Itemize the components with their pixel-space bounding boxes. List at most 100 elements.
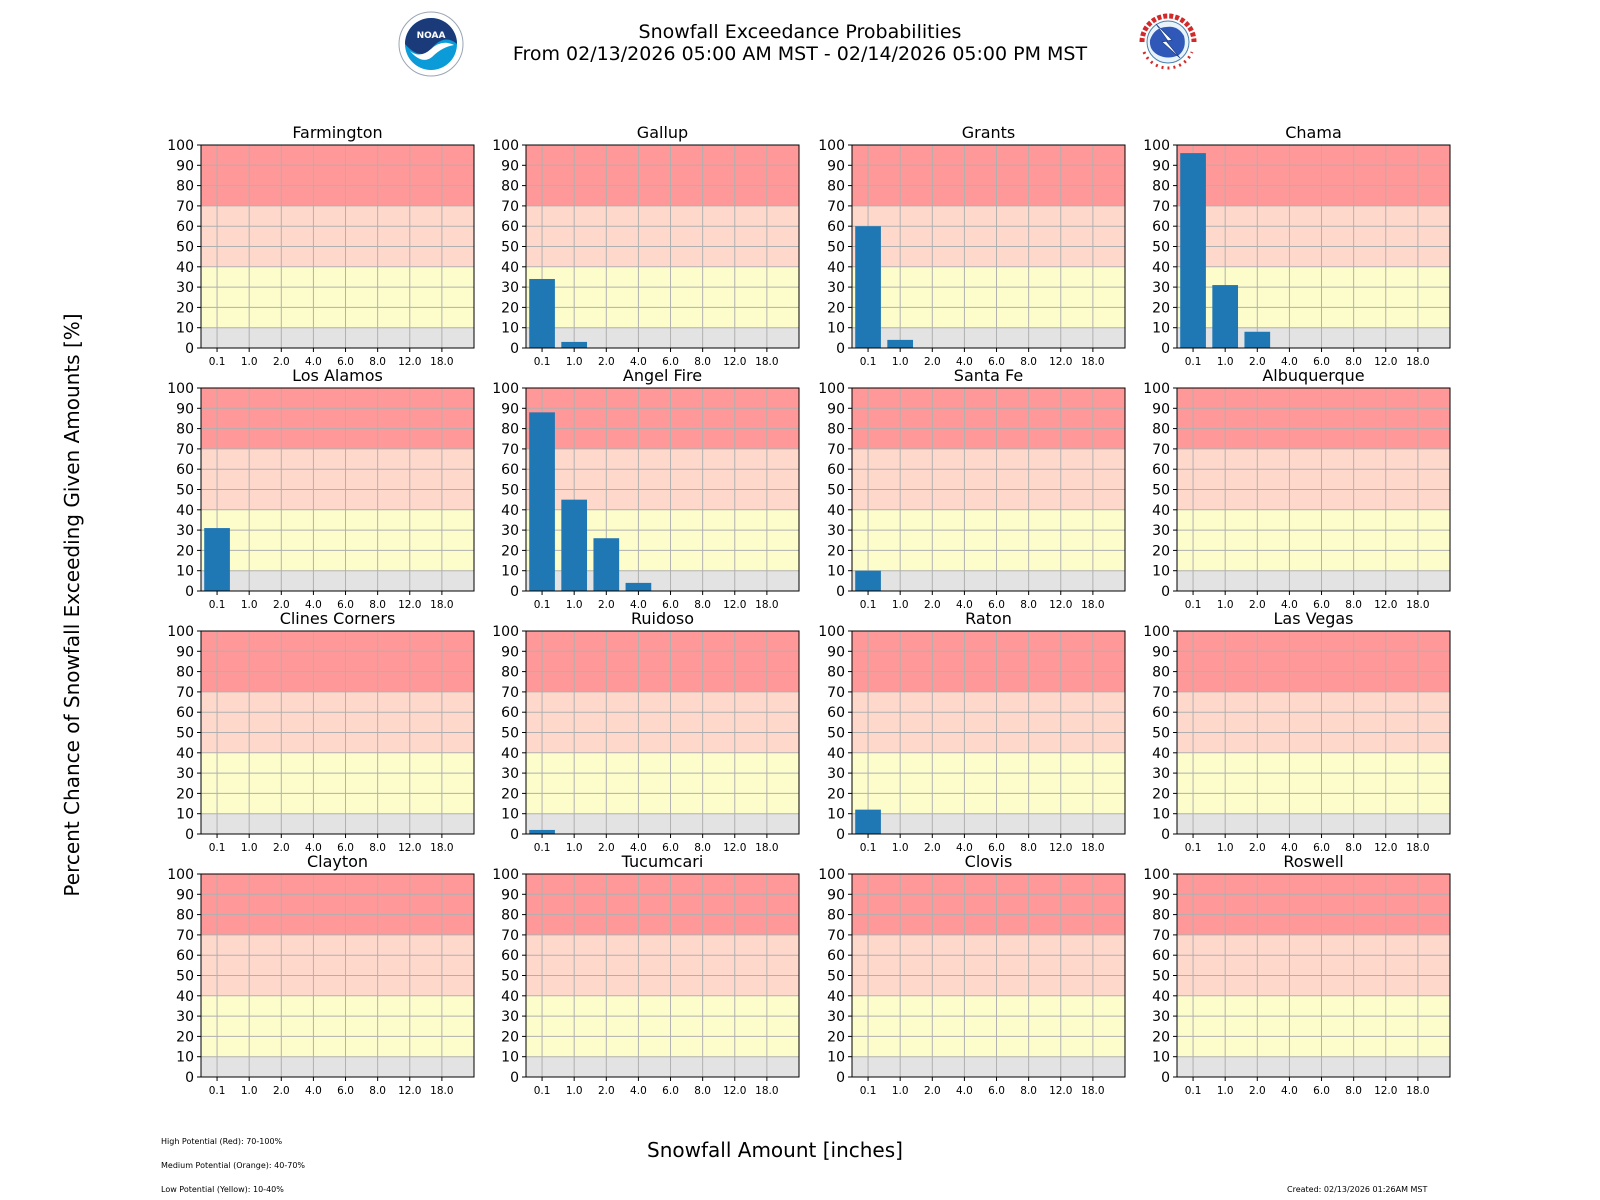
x-tick-label: 1.0 (892, 599, 909, 611)
y-tick-label: 10 (827, 564, 845, 580)
band-medium-potential (1177, 934, 1450, 996)
x-tick-label: 12.0 (1374, 1085, 1397, 1097)
y-tick-label: 90 (1152, 401, 1170, 417)
y-tick-label: 60 (501, 219, 519, 235)
y-tick-label: 40 (176, 260, 194, 276)
band-minimal (201, 1056, 474, 1077)
y-tick-label: 40 (1152, 503, 1170, 519)
band-high-potential (1177, 874, 1450, 935)
y-tick-label: 70 (501, 442, 519, 458)
y-tick-label: 40 (827, 503, 845, 519)
y-tick-label: 50 (827, 726, 845, 742)
band-high-potential (1177, 631, 1450, 692)
x-tick-label: 4.0 (305, 356, 322, 368)
y-tick-label: 70 (176, 685, 194, 701)
y-tick-label: 60 (176, 462, 194, 478)
subplot-chama: 0 10 20 30 40 50 60 70 80 90 100 0.1 1.0 2.0 4.0 6.0 8.0… (1143, 123, 1451, 368)
x-tick-label: 1.0 (1217, 599, 1234, 611)
y-tick-label: 30 (176, 280, 194, 296)
y-tick-label: 10 (827, 321, 845, 337)
y-tick-label: 80 (1152, 422, 1170, 438)
x-tick-label: 1.0 (241, 356, 258, 368)
band-medium-potential (852, 934, 1125, 996)
y-tick-label: 50 (176, 240, 194, 256)
band-low-potential (526, 752, 799, 814)
bar-1.0 (1212, 285, 1239, 348)
y-tick-label: 70 (176, 928, 194, 944)
y-tick-label: 20 (501, 1029, 519, 1045)
subplot-title: Roswell (1283, 852, 1343, 871)
y-tick-label: 100 (492, 138, 519, 154)
x-tick-label: 6.0 (988, 599, 1005, 611)
subplot-title: Tucumcari (621, 852, 704, 871)
x-tick-label: 18.0 (430, 1085, 453, 1097)
y-tick-label: 100 (167, 138, 194, 154)
x-tick-label: 18.0 (755, 599, 778, 611)
band-low-potential (526, 266, 799, 328)
y-tick-label: 60 (501, 462, 519, 478)
x-tick-label: 6.0 (1313, 1085, 1330, 1097)
x-tick-label: 8.0 (369, 599, 386, 611)
x-tick-label: 0.1 (860, 599, 877, 611)
x-tick-label: 6.0 (1313, 842, 1330, 854)
y-tick-label: 30 (1152, 523, 1170, 539)
subplot-title: Las Vegas (1274, 609, 1354, 628)
subplot-title: Ruidoso (631, 609, 694, 628)
bar-0.1 (855, 809, 881, 834)
subplot-raton: 0 10 20 30 40 50 60 70 80 90 100 0.1 1.0 2.0 4.0 6.0 8.0… (818, 609, 1126, 854)
y-tick-label: 60 (176, 948, 194, 964)
subplot-title: Clines Corners (280, 609, 396, 628)
x-tick-label: 0.1 (534, 356, 551, 368)
x-tick-label: 0.1 (534, 842, 551, 854)
x-tick-label: 0.1 (209, 842, 226, 854)
y-tick-label: 10 (176, 1050, 194, 1066)
y-tick-label: 0 (510, 584, 519, 600)
x-tick-label: 4.0 (956, 599, 973, 611)
x-tick-label: 6.0 (337, 356, 354, 368)
x-tick-label: 8.0 (369, 1085, 386, 1097)
x-tick-label: 18.0 (1081, 356, 1104, 368)
subplot-ruidoso: 0 10 20 30 40 50 60 70 80 90 100 0.1 1.0 2.0 4.0 6.0 8.0… (492, 609, 800, 854)
x-tick-label: 2.0 (1249, 842, 1266, 854)
y-tick-label: 20 (176, 1029, 194, 1045)
y-tick-label: 80 (176, 908, 194, 924)
y-tick-label: 60 (827, 219, 845, 235)
y-tick-label: 30 (501, 280, 519, 296)
y-tick-label: 10 (501, 807, 519, 823)
x-tick-label: 12.0 (1374, 842, 1397, 854)
y-tick-label: 90 (176, 887, 194, 903)
band-low-potential (526, 995, 799, 1057)
y-tick-label: 100 (167, 867, 194, 883)
x-tick-label: 18.0 (1406, 842, 1429, 854)
x-tick-label: 2.0 (1249, 356, 1266, 368)
band-medium-potential (201, 448, 474, 510)
y-tick-label: 50 (827, 969, 845, 985)
y-tick-label: 50 (1152, 726, 1170, 742)
x-tick-label: 8.0 (1345, 842, 1362, 854)
band-high-potential (852, 145, 1125, 206)
y-tick-label: 60 (827, 705, 845, 721)
x-tick-label: 2.0 (273, 1085, 290, 1097)
y-tick-label: 90 (827, 158, 845, 174)
x-tick-label: 12.0 (723, 599, 746, 611)
x-tick-label: 18.0 (755, 842, 778, 854)
x-tick-label: 6.0 (662, 1085, 679, 1097)
band-medium-potential (1177, 448, 1450, 510)
y-tick-label: 40 (1152, 746, 1170, 762)
subplot-title: Angel Fire (623, 366, 702, 385)
y-tick-label: 20 (1152, 300, 1170, 316)
x-tick-label: 0.1 (1185, 356, 1202, 368)
x-tick-label: 1.0 (1217, 842, 1234, 854)
chart-subtitle: From 02/13/2026 05:00 AM MST - 02/14/202… (512, 43, 1088, 65)
x-tick-label: 4.0 (1281, 842, 1298, 854)
x-tick-label: 6.0 (1313, 356, 1330, 368)
x-tick-label: 4.0 (1281, 599, 1298, 611)
x-tick-label: 12.0 (398, 842, 421, 854)
y-tick-label: 40 (176, 503, 194, 519)
x-tick-label: 8.0 (694, 356, 711, 368)
x-tick-label: 2.0 (598, 599, 615, 611)
subplot-title: Farmington (292, 123, 382, 142)
x-tick-label: 4.0 (1281, 1085, 1298, 1097)
y-tick-label: 60 (827, 462, 845, 478)
